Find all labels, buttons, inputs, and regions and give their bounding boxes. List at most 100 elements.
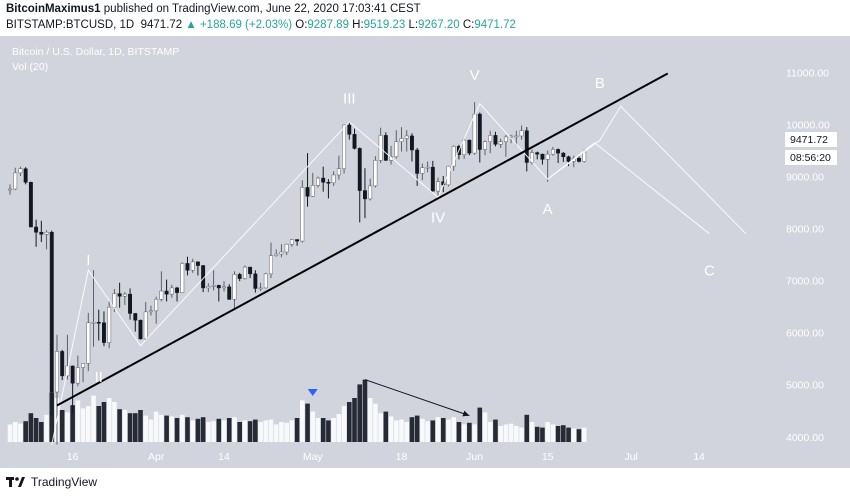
wave-label: V xyxy=(470,67,480,84)
volume-bar xyxy=(467,422,472,442)
wave-label: B xyxy=(595,75,605,92)
volume-bar xyxy=(174,418,180,442)
candle-body xyxy=(75,367,80,384)
candle-body xyxy=(342,124,347,169)
trend-line xyxy=(56,72,669,407)
candle-body xyxy=(409,135,414,151)
candle-body xyxy=(190,261,195,271)
candle-body xyxy=(175,287,179,293)
volume-bar xyxy=(39,422,44,442)
candle-body xyxy=(310,185,315,197)
candle-body xyxy=(289,239,294,245)
candle-body xyxy=(383,135,388,161)
x-tick-label: 18 xyxy=(396,451,408,463)
volume-bar xyxy=(503,424,509,442)
candle-body xyxy=(561,152,566,158)
candle-body xyxy=(18,168,23,174)
candle-body xyxy=(164,290,169,295)
volume-bar xyxy=(148,419,154,442)
candle-body xyxy=(23,168,28,183)
wave-label: C xyxy=(704,262,715,279)
volume-bar xyxy=(336,414,342,442)
volume-bar xyxy=(112,402,117,442)
close-value: 9471.72 xyxy=(474,19,516,31)
close-label: C: xyxy=(462,19,475,31)
chart-area[interactable]: I II III IV V A B C 11000.00 10000.00 9000.00 8000… xyxy=(0,36,850,468)
volume-marker-icon xyxy=(307,389,318,396)
candle-body xyxy=(211,285,216,287)
candle-body xyxy=(34,226,39,233)
candle-body xyxy=(185,263,190,271)
x-tick-label: 16 xyxy=(67,451,79,463)
candle-body xyxy=(91,322,96,324)
volume-bar xyxy=(315,418,321,442)
volume-bar xyxy=(164,415,169,442)
volume-bar xyxy=(362,379,368,442)
low-value: 9267.20 xyxy=(418,19,460,31)
volume-bar xyxy=(430,420,436,442)
volume-bar xyxy=(206,422,211,442)
volume-bar xyxy=(159,414,164,442)
candle-body xyxy=(472,113,477,154)
volume-bar xyxy=(268,419,274,442)
tradingview-logo[interactable]: TradingView xyxy=(6,475,97,489)
candle-body xyxy=(295,239,300,242)
volume-bar xyxy=(310,411,316,442)
volume-bar xyxy=(399,419,404,442)
candle-body xyxy=(352,134,357,149)
candle-body xyxy=(128,293,133,314)
volume-bar xyxy=(482,412,488,442)
volume-bar xyxy=(200,417,206,442)
candle-body xyxy=(86,322,91,364)
high-value: 9519.23 xyxy=(363,19,406,31)
volume-bar xyxy=(86,406,91,442)
candle-body xyxy=(222,286,226,289)
candle-body xyxy=(154,299,159,312)
volume-bar xyxy=(514,426,519,442)
tradingview-brand: TradingView xyxy=(31,475,98,489)
volume-bar xyxy=(367,398,373,442)
candle-body xyxy=(436,181,440,192)
author-name[interactable]: BitcoinMaximus1 xyxy=(6,3,101,15)
volume-bar xyxy=(195,418,201,442)
candle-body xyxy=(451,146,456,167)
candle-body xyxy=(305,187,310,197)
candle-body xyxy=(44,231,49,235)
candle-body xyxy=(326,182,331,184)
candle-body xyxy=(582,151,587,162)
candle-body xyxy=(535,152,540,155)
candle-body xyxy=(545,153,550,160)
volume-bar xyxy=(561,425,566,442)
volume-bar xyxy=(555,426,561,442)
volume-legend: Vol (20) xyxy=(12,61,48,73)
volume-bar xyxy=(472,424,477,442)
candle-body xyxy=(112,293,117,308)
countdown-tag xyxy=(785,150,837,165)
candle-body xyxy=(269,255,273,275)
candle-body xyxy=(425,166,430,169)
volume-bar xyxy=(169,416,175,442)
volume-bar xyxy=(221,420,227,442)
volume-bar xyxy=(263,420,269,442)
volume-bar xyxy=(33,418,39,442)
candle-body xyxy=(363,190,367,200)
volume-bar xyxy=(409,417,415,442)
x-tick-label: Apr xyxy=(148,451,165,463)
volume-bar xyxy=(232,417,237,442)
symbol-label: BITSTAMP:BTCUSD, 1D xyxy=(6,19,135,31)
volume-bar xyxy=(571,428,577,442)
volume-bar xyxy=(576,429,582,442)
volume-bar xyxy=(7,424,13,442)
volume-bar xyxy=(143,415,149,442)
candle-body xyxy=(462,139,467,155)
candle-body xyxy=(284,243,289,253)
x-tick-label: Jul xyxy=(624,451,637,463)
candle-body xyxy=(60,351,65,377)
y-tick-label: 9000.00 xyxy=(786,172,824,184)
publish-info: BitcoinMaximus1 published on TradingView… xyxy=(6,3,421,15)
candle-body xyxy=(336,168,341,176)
volume-bar xyxy=(388,416,394,442)
volume-bar xyxy=(540,427,545,442)
candle-body xyxy=(143,311,148,340)
